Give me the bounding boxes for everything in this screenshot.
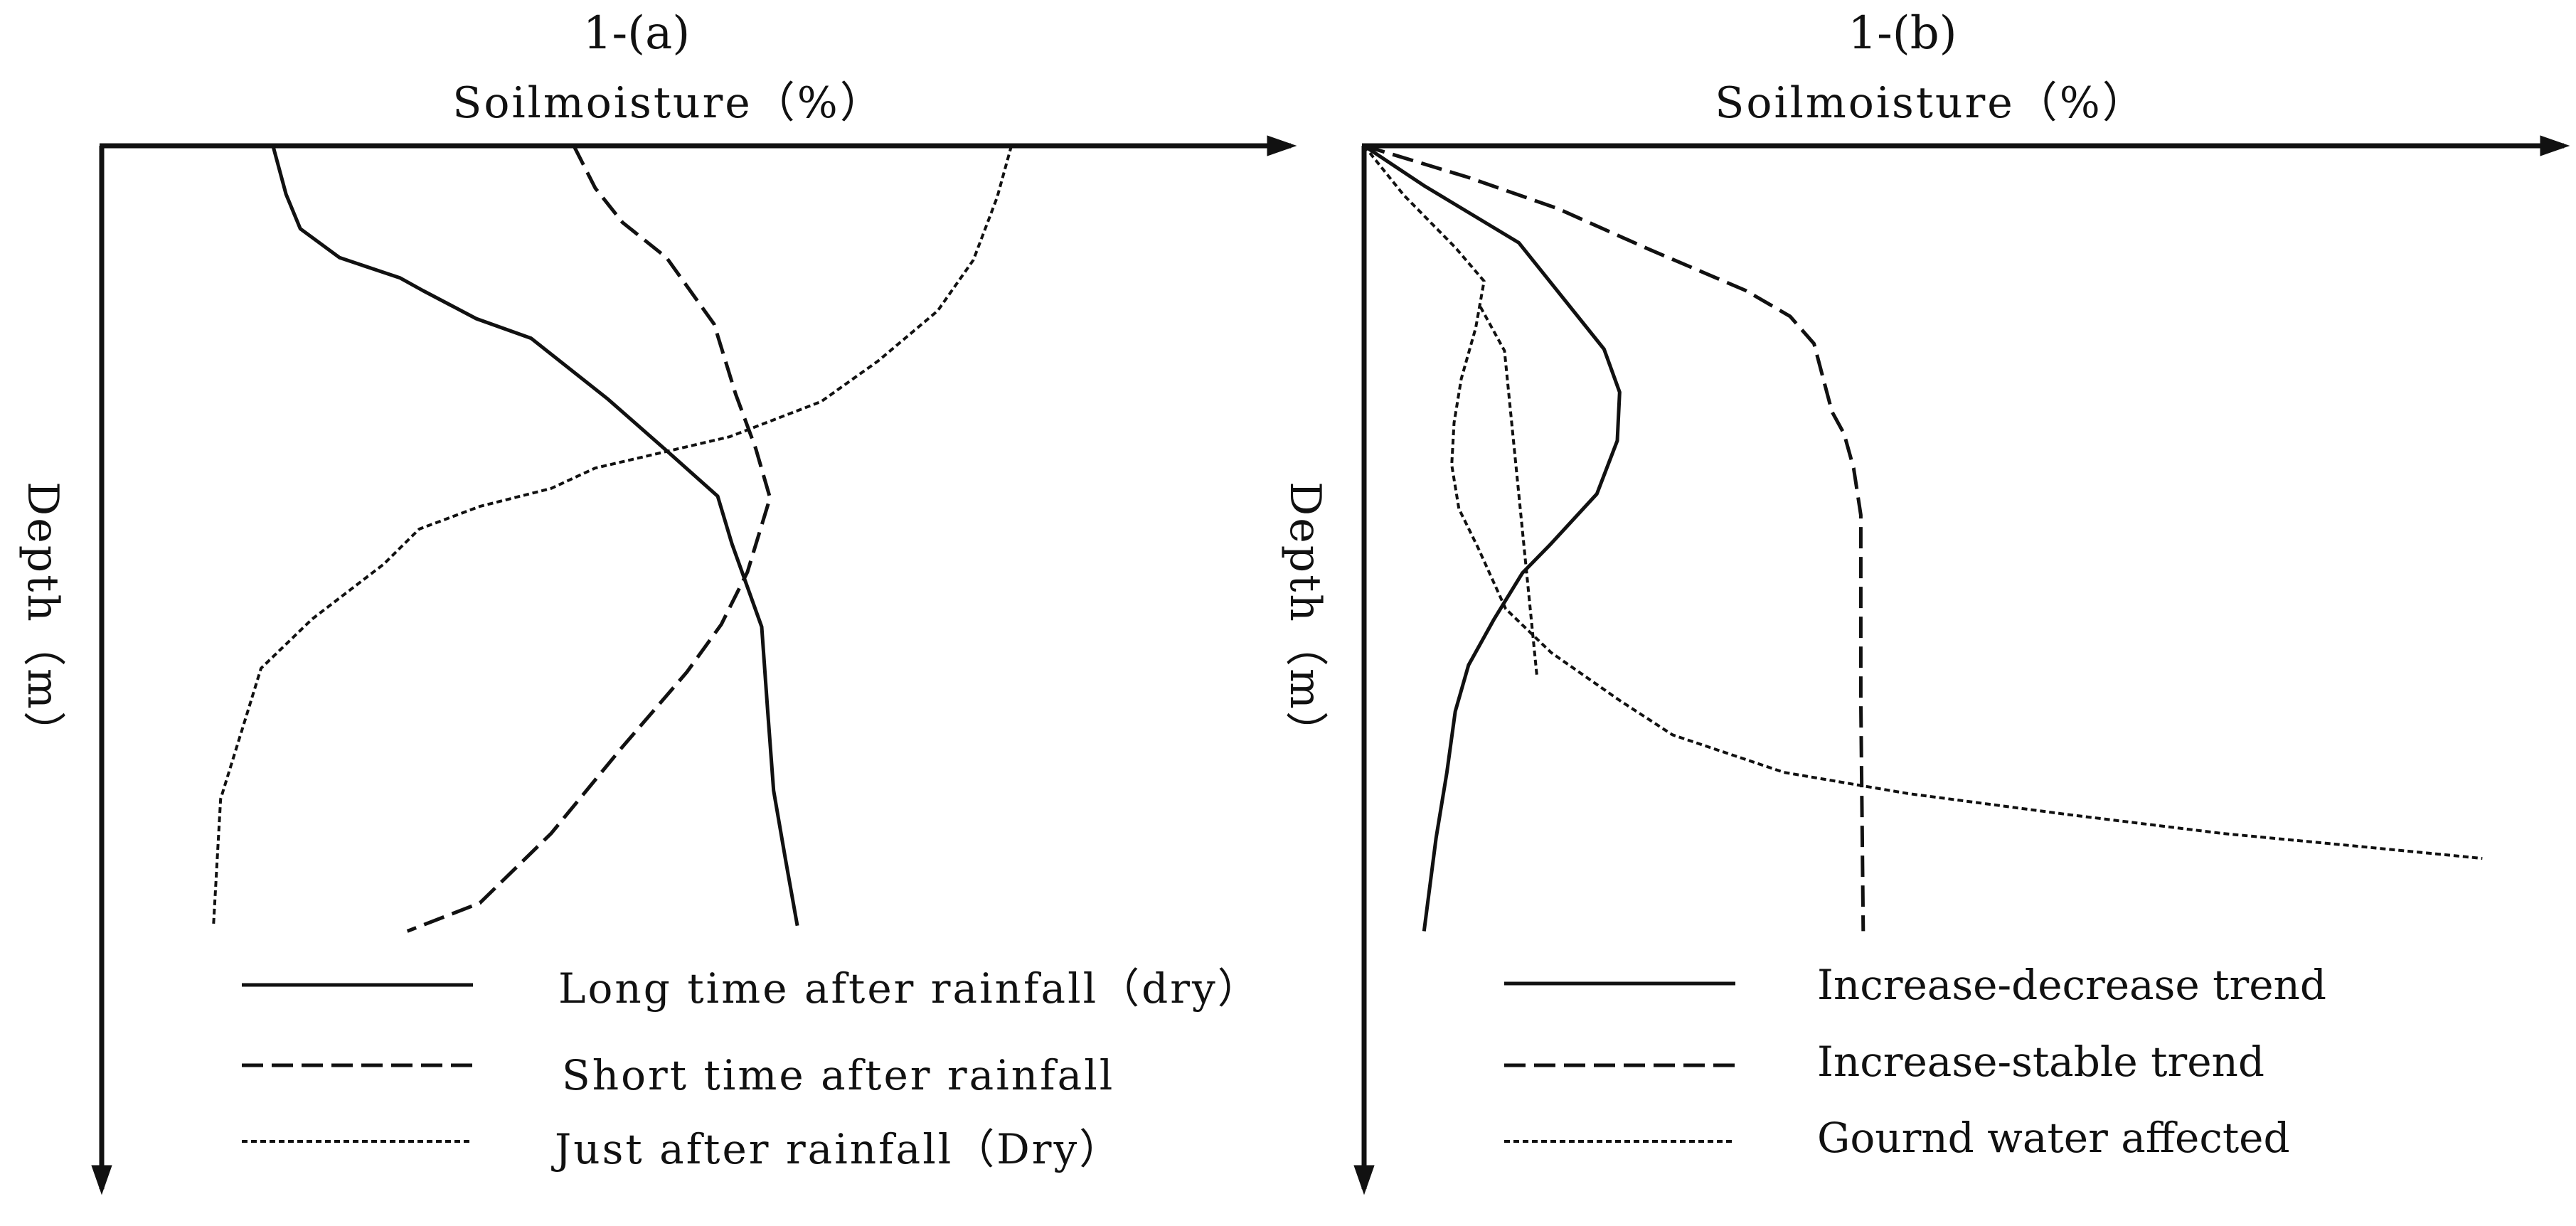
legend-label-long-time: Long time after rainfall（dry） (558, 964, 1261, 1013)
legend-label-just-after: Just after rainfall（Dry） (551, 1125, 1122, 1173)
panel-a-x-axis-label: Soilmoisture（%） (452, 78, 885, 128)
panel-a-series-line-2 (212, 145, 1013, 925)
panel-b-x-axis-label: Soilmoisture（%） (1715, 78, 2147, 128)
panel-b-legend: Increase-decrease trend Increase-stable … (1504, 961, 2326, 1162)
panel-b: 1-(b) Soilmoisture（%） Depth（m） Increase-… (1280, 7, 2570, 1195)
panel-b-title: 1-(b) (1848, 7, 1957, 60)
legend-label-increase-decrease: Increase-decrease trend (1817, 961, 2326, 1009)
panel-b-series-line-0 (1363, 144, 1622, 932)
panel-a-legend: Long time after rainfall（dry） Short time… (242, 964, 1261, 1173)
legend-label-short-time: Short time after rainfall (562, 1051, 1114, 1099)
legend-label-increase-stable: Increase-stable trend (1817, 1038, 2264, 1086)
panel-a-series-line-1 (406, 144, 772, 933)
panel-a: 1-(a) Soilmoisture（%） Depth（m） Long time… (18, 7, 1297, 1195)
panel-b-series-line-1 (1363, 144, 1866, 932)
panel-b-y-axis-label: Depth（m） (1280, 481, 1330, 756)
panel-a-series-line-0 (271, 145, 799, 927)
panel-a-plot-area (212, 144, 1013, 933)
panel-b-plot-area (1363, 144, 2483, 932)
legend-label-groundwater: Gournd water affected (1817, 1114, 2290, 1162)
panel-b-series-line-2 (1363, 144, 2483, 860)
panel-a-title: 1-(a) (583, 7, 690, 60)
panel-b-series-line-3 (1479, 306, 1538, 676)
panel-a-y-axis-label: Depth（m） (18, 481, 68, 756)
